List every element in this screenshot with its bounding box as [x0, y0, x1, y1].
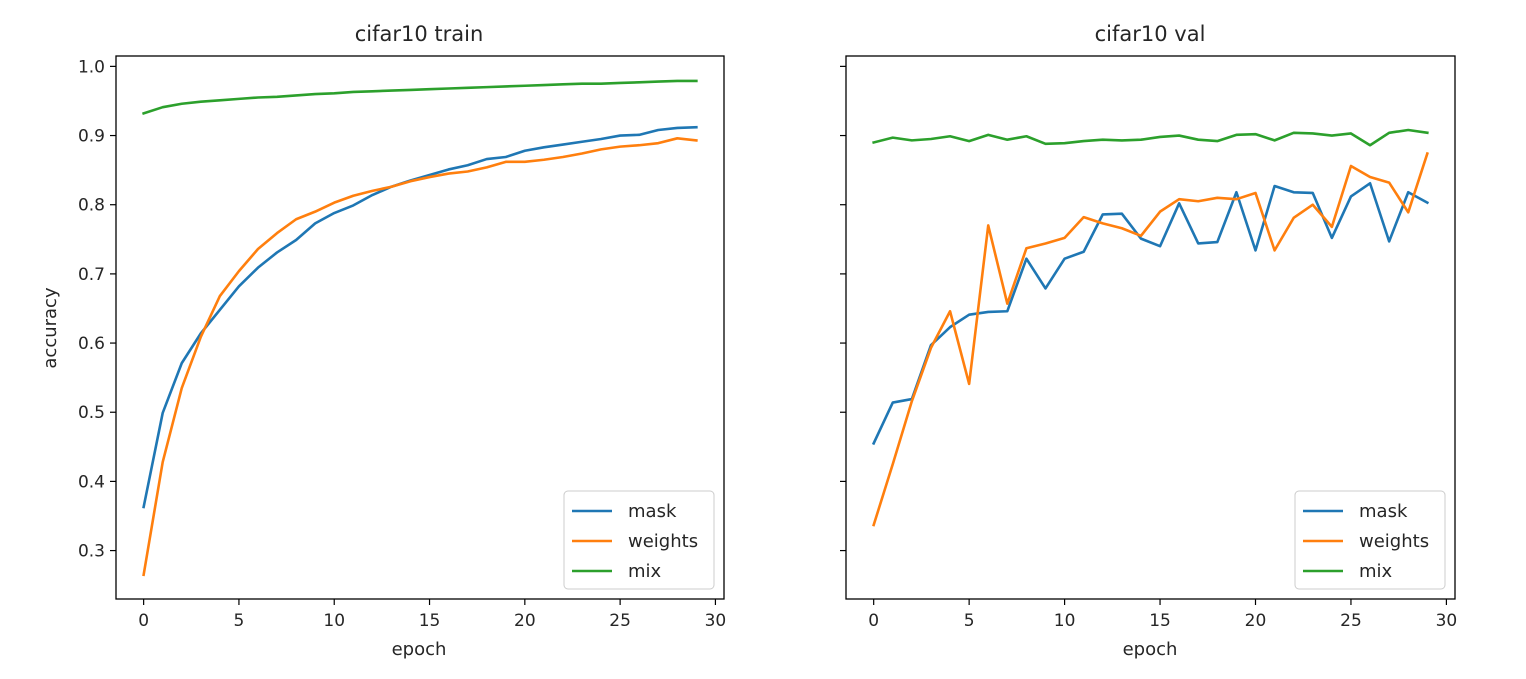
x-tick-label: 15: [419, 611, 441, 631]
y-axis-label: accuracy: [40, 287, 61, 369]
y-tick-label: 1.0: [78, 57, 105, 77]
x-tick-label: 0: [138, 611, 149, 631]
legend-box: [563, 490, 715, 590]
plot-frame: [115, 55, 725, 600]
series-line-weights: [872, 151, 1429, 527]
x-tick-label: 20: [514, 611, 536, 631]
panel-cifar10-val: cifar10 val epoch 0 5 10 15 20 25 30 mask weight…: [840, 22, 1457, 660]
y-tick-label: 0.8: [78, 196, 105, 216]
series-group: [871, 128, 1430, 527]
x-tick-label: 20: [1245, 611, 1267, 631]
legend-box: [1294, 490, 1446, 590]
x-tick-label: 30: [705, 611, 727, 631]
y-tick-label: 0.5: [78, 403, 105, 423]
legend-label-weights: weights: [628, 531, 698, 552]
series-line-mix: [872, 128, 1429, 147]
chart-title: cifar10 train: [355, 22, 484, 46]
x-tick-label: 25: [1340, 611, 1362, 631]
series-line-weights: [142, 137, 698, 577]
x-axis-label: epoch: [1123, 639, 1178, 660]
x-tick-label: 5: [964, 611, 975, 631]
x-tick-label: 5: [234, 611, 245, 631]
series-line-mask: [871, 181, 1430, 446]
series-group: [142, 79, 698, 577]
legend-label-mask: mask: [1359, 501, 1408, 522]
x-tick-label: 30: [1436, 611, 1458, 631]
y-tick-label: 0.6: [78, 334, 105, 354]
x-tick-label: 15: [1149, 611, 1171, 631]
x-tick-label: 0: [868, 611, 879, 631]
x-axis-label: epoch: [392, 639, 447, 660]
legend-label-mask: mask: [628, 501, 677, 522]
x-tick-label: 25: [609, 611, 631, 631]
legend-label-weights: weights: [1359, 531, 1429, 552]
series-line-mix: [142, 79, 698, 116]
y-tick-label: 0.7: [78, 265, 105, 285]
x-tick-label: 10: [323, 611, 345, 631]
legend-label-mix: mix: [628, 561, 662, 582]
y-tick-label: 0.4: [78, 472, 105, 492]
chart-title: cifar10 val: [1095, 22, 1206, 46]
y-tick-label: 0.9: [78, 127, 105, 147]
plot-frame: [845, 55, 1456, 600]
y-tick-label: 0.3: [78, 542, 105, 562]
x-tick-label: 10: [1054, 611, 1076, 631]
legend-label-mix: mix: [1359, 561, 1393, 582]
legend: mask weights mix: [1294, 490, 1446, 590]
panel-cifar10-train: cifar10 train epoch accuracy 0 5 10 15 20 25 3…: [40, 22, 726, 660]
legend: mask weights mix: [563, 490, 715, 590]
series-line-mask: [142, 125, 698, 509]
